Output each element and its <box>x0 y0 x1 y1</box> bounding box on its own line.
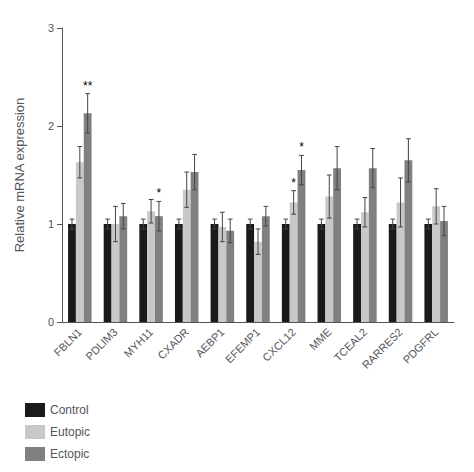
svg-text:EFEMP1: EFEMP1 <box>223 326 263 366</box>
svg-text:PDGFRL: PDGFRL <box>400 326 440 366</box>
svg-text:Ectopic: Ectopic <box>50 447 89 461</box>
svg-text:TCEAL2: TCEAL2 <box>331 325 370 364</box>
svg-text:*: * <box>157 186 162 200</box>
svg-text:CXADR: CXADR <box>155 326 191 362</box>
svg-text:MYH11: MYH11 <box>122 326 156 360</box>
svg-text:CXCL12: CXCL12 <box>260 326 298 364</box>
svg-text:FBLN1: FBLN1 <box>51 326 84 359</box>
svg-text:1: 1 <box>48 218 54 230</box>
svg-text:**: ** <box>83 79 93 93</box>
svg-text:Control: Control <box>50 403 89 417</box>
svg-text:3: 3 <box>48 22 54 34</box>
svg-text:Relative mRNA expression: Relative mRNA expression <box>12 98 27 253</box>
svg-text:MME: MME <box>307 326 334 353</box>
svg-text:0: 0 <box>48 316 54 328</box>
svg-text:*: * <box>291 176 296 190</box>
svg-text:2: 2 <box>48 120 54 132</box>
svg-text:Eutopic: Eutopic <box>50 425 90 439</box>
svg-text:AEBP1: AEBP1 <box>193 326 227 360</box>
svg-text:*: * <box>299 140 304 154</box>
svg-text:RARRES2: RARRES2 <box>360 326 405 371</box>
svg-text:PDLIM3: PDLIM3 <box>83 326 120 363</box>
